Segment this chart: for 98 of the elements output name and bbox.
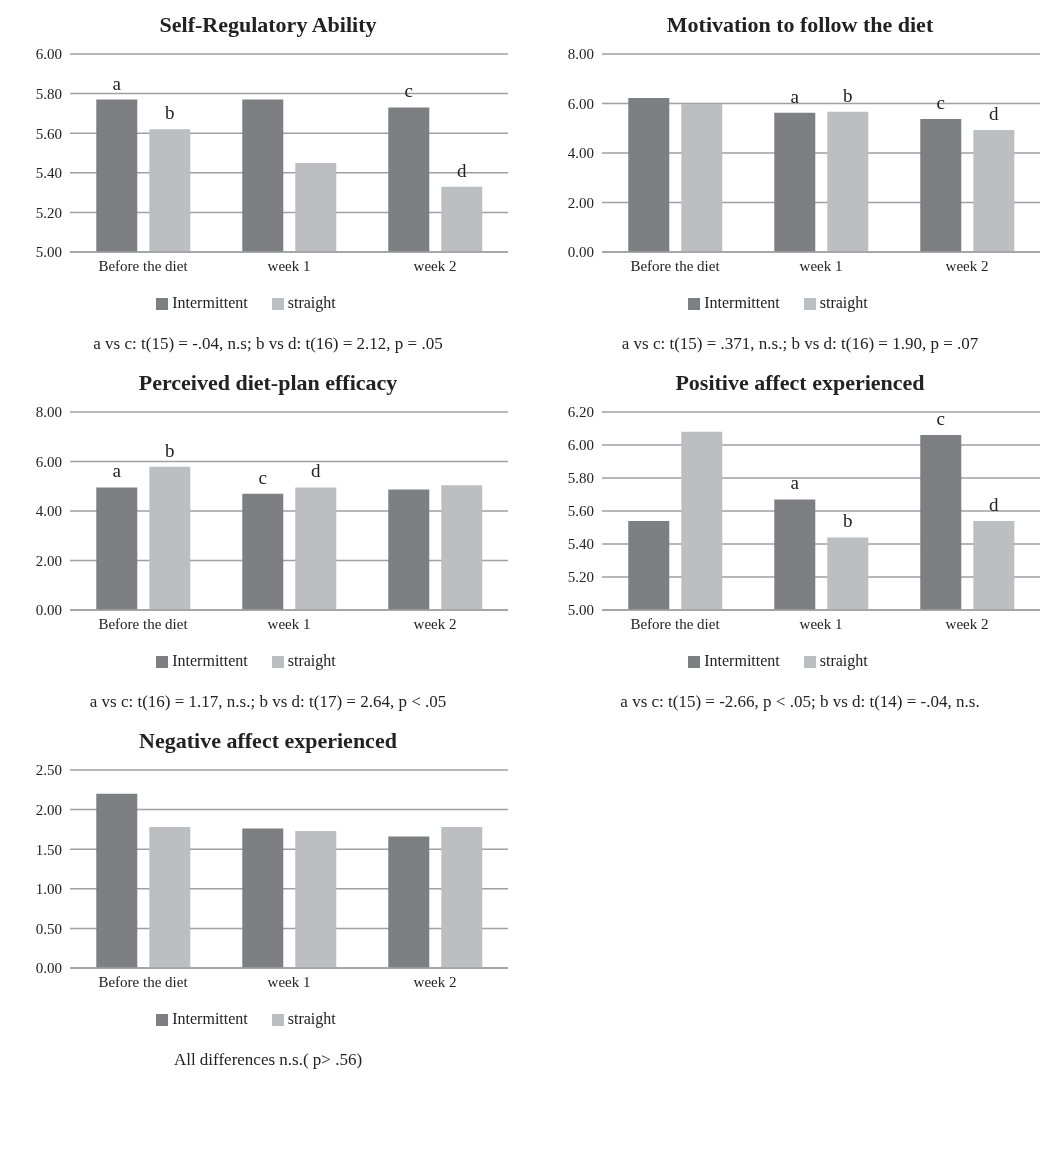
- legend-label: straight: [287, 1010, 336, 1027]
- x-tick-label: week 1: [267, 257, 311, 274]
- bar: [973, 129, 1015, 252]
- text: a vs c: t(15) = -.04, n.s; b vs d: t(16) = 2.12, p = .05: [92, 334, 444, 354]
- y-tick-label: 6.20: [567, 404, 594, 421]
- legend-label: Intermittent: [704, 294, 780, 311]
- legend-label: Intermittent: [172, 1010, 248, 1027]
- y-tick-label: 0.00: [35, 602, 62, 619]
- y-tick-label: 6.00: [567, 437, 594, 454]
- y-tick-label: 6.00: [567, 95, 594, 112]
- legend-label: straight: [287, 652, 336, 669]
- x-tick-label: week 1: [799, 257, 843, 274]
- bar: [441, 485, 483, 610]
- data-label: d: [989, 493, 1000, 515]
- y-tick-label: 6.00: [35, 453, 62, 470]
- x-tick-label: Before the diet: [630, 257, 721, 274]
- chart-title: Perceived diet-plan efficacy: [137, 369, 399, 397]
- y-tick-label: 1.50: [35, 841, 62, 858]
- y-tick-label: 5.80: [35, 85, 62, 102]
- x-tick-label: Before the diet: [630, 615, 721, 632]
- legend-label: Intermittent: [704, 652, 780, 669]
- y-tick-label: 1.00: [35, 881, 62, 898]
- y-tick-label: 0.50: [35, 920, 62, 937]
- bar: [242, 493, 284, 610]
- y-tick-label: 5.20: [35, 204, 62, 221]
- x-tick-label: Before the diet: [98, 973, 189, 990]
- bar: [242, 828, 284, 968]
- bar: [295, 487, 337, 610]
- bar: [774, 112, 816, 252]
- bar: [827, 111, 869, 252]
- data-label: c: [258, 466, 267, 488]
- bar: [388, 489, 430, 610]
- x-tick-label: week 1: [799, 615, 843, 632]
- y-tick-label: 2.00: [35, 801, 62, 818]
- chart-title: Negative affect experienced: [138, 727, 398, 755]
- data-label: c: [936, 92, 945, 114]
- text: a vs c: t(16) = 1.17, n.s.; b vs d: t(17) = 2.64, p < .05: [88, 692, 448, 712]
- bar: [628, 98, 670, 252]
- y-tick-label: 2.50: [35, 762, 62, 779]
- bar: [96, 487, 138, 610]
- y-tick-label: 5.40: [35, 165, 62, 182]
- y-tick-label: 2.00: [567, 194, 594, 211]
- y-tick-label: 8.00: [567, 46, 594, 63]
- x-tick-label: week 1: [267, 973, 311, 990]
- y-tick-label: 5.80: [567, 470, 594, 487]
- y-tick-label: 5.00: [567, 602, 594, 619]
- x-tick-label: week 2: [413, 615, 457, 632]
- y-tick-label: 5.40: [567, 536, 594, 553]
- data-label: a: [112, 460, 122, 482]
- data-label: a: [790, 85, 800, 107]
- data-label: b: [165, 102, 175, 124]
- y-tick-label: 2.00: [35, 552, 62, 569]
- data-label: a: [790, 472, 800, 494]
- data-label: a: [112, 72, 122, 94]
- bar: [441, 827, 483, 968]
- bar: [681, 104, 723, 252]
- x-tick-label: week 2: [945, 257, 989, 274]
- x-tick-label: Before the diet: [98, 615, 189, 632]
- legend-label: straight: [287, 294, 336, 311]
- data-label: d: [457, 159, 468, 181]
- y-tick-label: 4.00: [35, 503, 62, 520]
- chart-title: Self-Regulatory Ability: [158, 11, 378, 39]
- data-label: c: [936, 408, 945, 430]
- text: All differences n.s.( p> .56): [172, 1050, 364, 1070]
- legend-label: straight: [819, 652, 868, 669]
- y-tick-label: 8.00: [35, 404, 62, 421]
- legend-label: straight: [819, 294, 868, 311]
- y-tick-label: 0.00: [35, 960, 62, 977]
- bar: [149, 827, 191, 968]
- y-tick-label: 5.00: [35, 244, 62, 261]
- text: a vs c: t(15) = .371, n.s.; b vs d: t(16) = 1.90, p = .07: [620, 334, 980, 354]
- data-label: b: [843, 84, 853, 106]
- y-tick-label: 5.60: [35, 125, 62, 142]
- data-label: d: [311, 460, 322, 482]
- data-label: b: [843, 510, 853, 532]
- bar: [149, 466, 191, 610]
- x-tick-label: week 2: [413, 973, 457, 990]
- legend-label: Intermittent: [172, 652, 248, 669]
- data-label: b: [165, 439, 175, 461]
- x-tick-label: week 2: [945, 615, 989, 632]
- bar: [388, 836, 430, 968]
- bar: [96, 793, 138, 968]
- legend-label: Intermittent: [172, 294, 248, 311]
- chart-title: Positive affect experienced: [674, 369, 926, 397]
- chart-title: Motivation to follow the diet: [665, 11, 935, 39]
- bar: [295, 830, 337, 968]
- y-tick-label: 5.60: [567, 503, 594, 520]
- y-tick-label: 0.00: [567, 244, 594, 261]
- x-tick-label: Before the diet: [98, 257, 189, 274]
- y-tick-label: 4.00: [567, 145, 594, 162]
- x-tick-label: week 1: [267, 615, 311, 632]
- x-tick-label: week 2: [413, 257, 457, 274]
- data-label: d: [989, 102, 1000, 124]
- y-tick-label: 6.00: [35, 46, 62, 63]
- text: a vs c: t(15) = -2.66, p < .05; b vs d: t(14) = -.04, n.s.: [619, 692, 981, 712]
- bar: [920, 119, 962, 252]
- data-label: c: [404, 80, 413, 102]
- y-tick-label: 5.20: [567, 569, 594, 586]
